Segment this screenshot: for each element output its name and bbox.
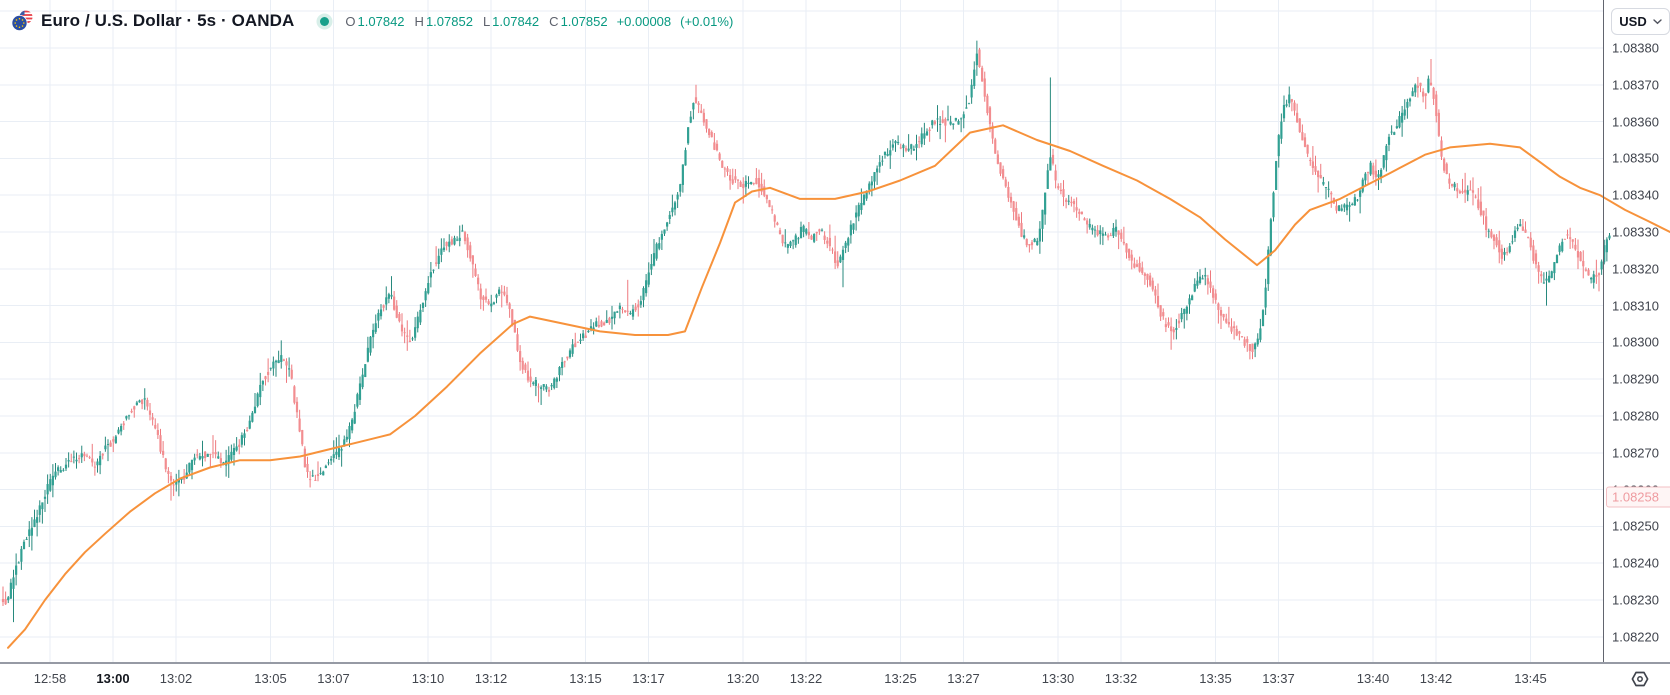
candlestick-chart: [0, 0, 1670, 662]
price-scale[interactable]: [1603, 0, 1670, 662]
time-tick-label: 13:30: [1041, 671, 1075, 686]
open-value: 1.07842: [357, 13, 405, 29]
close-label: C: [549, 13, 559, 29]
moving-average-line: [7, 124, 1670, 649]
change-value: +0.00008: [616, 13, 672, 29]
symbol-title[interactable]: Euro / U.S. Dollar · 5s · OANDA: [41, 11, 295, 30]
time-tick-label: 13:22: [789, 671, 823, 686]
price-tick-label: 1.08240: [1612, 555, 1659, 571]
price-tick-label: 1.08270: [1612, 445, 1659, 461]
time-tick-label: 13:20: [726, 671, 760, 686]
eur-usd-pair-flags-icon: [11, 10, 33, 31]
time-tick-label: 13:25: [884, 671, 917, 686]
time-tick-label: 13:15: [569, 671, 602, 686]
chart-canvas[interactable]: [0, 0, 1670, 662]
price-tick-label: 1.08310: [1612, 298, 1659, 314]
candlestick-layer: [1, 40, 1611, 623]
time-tick-label: 13:10: [411, 671, 445, 686]
price-tick-label: 1.08320: [1612, 261, 1659, 277]
time-tick-label: 13:27: [947, 671, 980, 686]
close-value: 1.07852: [560, 13, 608, 29]
time-tick-label: 13:35: [1199, 671, 1232, 686]
grid-layer: [0, 0, 1603, 662]
time-tick-label: 13:32: [1104, 671, 1138, 686]
price-tick-label: 1.08280: [1612, 408, 1659, 424]
price-tick-label: 1.08380: [1612, 40, 1659, 56]
time-tick-label: 12:58: [33, 671, 67, 686]
ohlc-values: O 1.07842 H 1.07852 L 1.07842 C 1.07852 +0.0…: [345, 14, 733, 29]
price-tick-label: 1.08300: [1612, 334, 1659, 350]
high-label: H: [414, 13, 424, 29]
time-tick-label: 13:40: [1356, 671, 1390, 686]
high-value: 1.07852: [425, 13, 473, 29]
time-tick-label: 13:17: [632, 671, 665, 686]
open-label: O: [345, 13, 356, 29]
price-tick-label: 1.08340: [1612, 187, 1659, 203]
low-value: 1.07842: [492, 13, 540, 29]
chevron-down-icon: [1653, 18, 1662, 24]
currency-label: USD: [1619, 14, 1647, 29]
hexagon-settings-icon[interactable]: [1629, 668, 1651, 690]
price-tick-label: 1.08330: [1612, 224, 1659, 240]
last-price-value: 1.08258: [1612, 489, 1659, 505]
price-tick-label: 1.08370: [1612, 77, 1659, 93]
time-tick-label: 13:45: [1514, 671, 1547, 686]
price-scale-separator: [1603, 0, 1604, 688]
price-tick-label: 1.08220: [1612, 629, 1659, 645]
series-status-dot: [320, 16, 330, 26]
time-tick-label: 13:42: [1419, 671, 1453, 686]
price-tick-label: 1.08360: [1612, 114, 1659, 130]
change-percent: (+0.01%): [680, 13, 734, 29]
time-tick-label: 13:07: [317, 671, 350, 686]
price-tick-label: 1.08230: [1612, 592, 1659, 608]
time-tick-label: 13:12: [474, 671, 508, 686]
price-tick-label: 1.08350: [1612, 150, 1659, 166]
currency-selector-button[interactable]: USD: [1611, 8, 1670, 35]
last-price-tag: 1.08258: [1606, 486, 1670, 508]
time-tick-label: 13:37: [1262, 671, 1295, 686]
price-tick-label: 1.08290: [1612, 371, 1659, 387]
price-tick-label: 1.08250: [1612, 518, 1659, 534]
time-tick-label: 13:02: [159, 671, 193, 686]
time-scale[interactable]: 12:58 13:00 13:02 13:05 13:07 13:10 13:12 13:15…: [0, 662, 1670, 695]
chart-legend: Euro / U.S. Dollar · 5s · OANDA O 1.07842…: [10, 9, 733, 33]
time-tick-label: 13:05: [254, 671, 287, 686]
time-tick-label: 13:00: [96, 671, 130, 686]
low-label: L: [482, 13, 491, 29]
